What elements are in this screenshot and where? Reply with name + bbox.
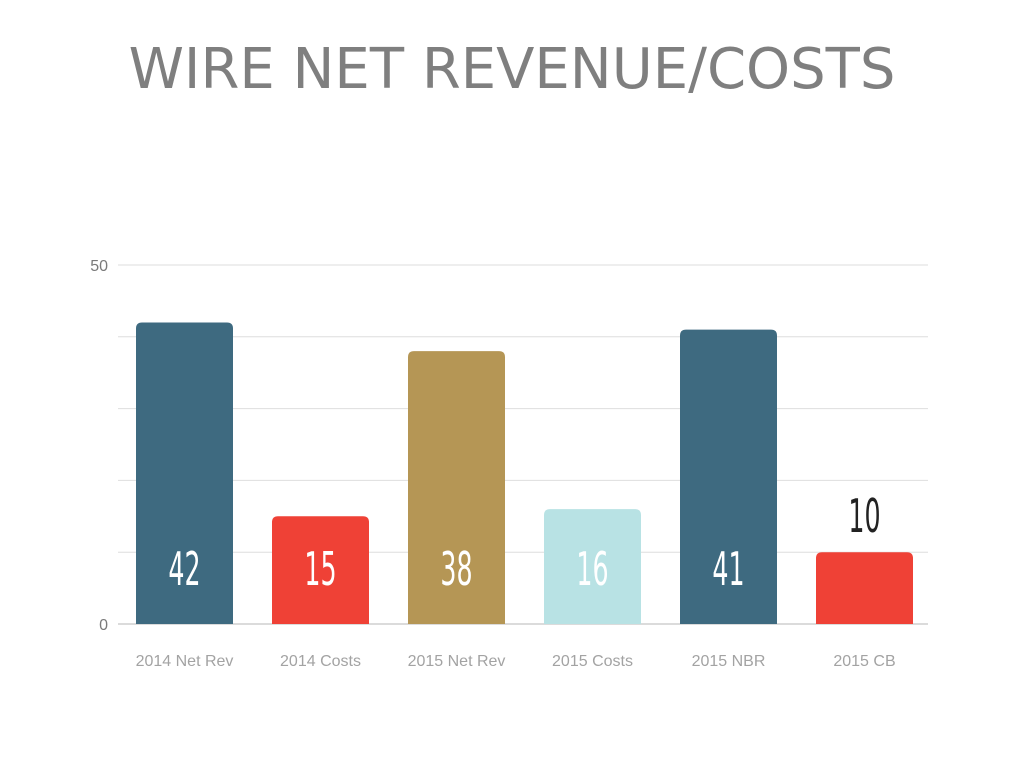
- x-category-label: 2015 Net Rev: [408, 653, 506, 670]
- value-labels: 42 15 38 16 41 10: [168, 490, 880, 596]
- bar: [544, 509, 641, 624]
- chart-title: WIRE NET REVENUE/COSTS: [129, 37, 896, 102]
- bar: [408, 351, 505, 624]
- bar-value-label: 41: [712, 543, 744, 596]
- bars: [136, 322, 913, 624]
- bar: [272, 516, 369, 624]
- y-tick-label: 50: [90, 258, 108, 275]
- x-category-label: 2014 Net Rev: [136, 653, 234, 670]
- y-axis-ticks: 0 50: [90, 258, 108, 634]
- bar: [816, 552, 913, 624]
- bar-value-label: 42: [168, 543, 200, 596]
- bar-value-label: 10: [848, 490, 880, 543]
- x-category-label: 2015 CB: [833, 653, 895, 670]
- x-category-label: 2014 Costs: [280, 653, 361, 670]
- bar: [136, 322, 233, 624]
- x-category-label: 2015 NBR: [692, 653, 766, 670]
- x-category-label: 2015 Costs: [552, 653, 633, 670]
- gridlines: [118, 264, 928, 625]
- x-axis-labels: 2014 Net Rev 2014 Costs 2015 Net Rev 2015 C…: [136, 653, 896, 670]
- bar: [680, 329, 777, 624]
- y-tick-label: 0: [99, 617, 108, 634]
- bar-value-label: 16: [576, 543, 608, 596]
- bar-value-label: 38: [440, 543, 472, 596]
- bar-value-label: 15: [304, 543, 336, 596]
